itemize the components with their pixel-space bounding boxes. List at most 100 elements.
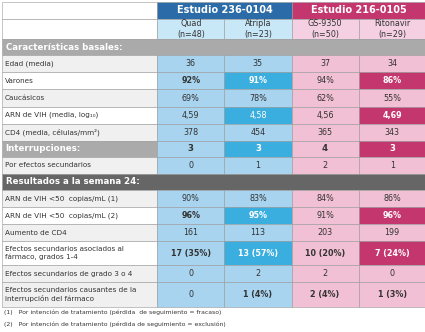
Text: 17 (35%): 17 (35%) bbox=[171, 249, 211, 258]
FancyBboxPatch shape bbox=[292, 224, 359, 241]
Text: 10 (20%): 10 (20%) bbox=[305, 249, 345, 258]
Text: 92%: 92% bbox=[181, 76, 201, 85]
FancyBboxPatch shape bbox=[292, 283, 359, 306]
Text: 0: 0 bbox=[188, 269, 193, 279]
FancyBboxPatch shape bbox=[224, 124, 292, 141]
FancyBboxPatch shape bbox=[157, 283, 224, 306]
FancyBboxPatch shape bbox=[157, 89, 224, 107]
Text: 34: 34 bbox=[387, 59, 397, 68]
Text: 161: 161 bbox=[183, 228, 198, 237]
FancyBboxPatch shape bbox=[224, 19, 292, 39]
Text: (1)   Por intención de tratamiento (pérdida  de seguimiento = fracaso): (1) Por intención de tratamiento (pérdid… bbox=[4, 310, 221, 315]
Text: 1 (3%): 1 (3%) bbox=[378, 290, 407, 299]
Text: 90%: 90% bbox=[182, 194, 200, 203]
FancyBboxPatch shape bbox=[292, 157, 359, 174]
Text: 4,59: 4,59 bbox=[182, 111, 200, 120]
Text: 35: 35 bbox=[253, 59, 263, 68]
Text: 199: 199 bbox=[385, 228, 400, 237]
FancyBboxPatch shape bbox=[292, 190, 359, 207]
FancyBboxPatch shape bbox=[224, 241, 292, 265]
FancyBboxPatch shape bbox=[292, 72, 359, 89]
Text: (2)   Por intención de tratamiento (pérdida de seguimiento = exclusión): (2) Por intención de tratamiento (pérdid… bbox=[4, 322, 226, 327]
FancyBboxPatch shape bbox=[224, 72, 292, 89]
Text: 83%: 83% bbox=[249, 194, 267, 203]
Text: 3: 3 bbox=[188, 144, 194, 153]
Text: ARN de VIH <50  copias/mL (1): ARN de VIH <50 copias/mL (1) bbox=[5, 195, 118, 202]
FancyBboxPatch shape bbox=[359, 19, 425, 39]
FancyBboxPatch shape bbox=[2, 107, 157, 124]
Text: Ritonavir
(n=29): Ritonavir (n=29) bbox=[374, 19, 411, 39]
Text: 96%: 96% bbox=[383, 211, 402, 220]
FancyBboxPatch shape bbox=[2, 174, 425, 190]
Text: Interrupciones:: Interrupciones: bbox=[6, 144, 81, 153]
FancyBboxPatch shape bbox=[292, 241, 359, 265]
Text: 4,58: 4,58 bbox=[249, 111, 267, 120]
Text: 91%: 91% bbox=[249, 76, 267, 85]
FancyBboxPatch shape bbox=[2, 124, 157, 141]
FancyBboxPatch shape bbox=[2, 19, 157, 39]
FancyBboxPatch shape bbox=[157, 265, 224, 283]
FancyBboxPatch shape bbox=[2, 72, 157, 89]
FancyBboxPatch shape bbox=[359, 72, 425, 89]
FancyBboxPatch shape bbox=[2, 265, 157, 283]
FancyBboxPatch shape bbox=[224, 89, 292, 107]
Text: Atripla
(n=23): Atripla (n=23) bbox=[244, 19, 272, 39]
Text: Características basales:: Características basales: bbox=[6, 43, 122, 52]
Text: 86%: 86% bbox=[382, 76, 402, 85]
Text: Efectos secundarios causantes de la
interrupción del fármaco: Efectos secundarios causantes de la inte… bbox=[5, 288, 136, 302]
Text: 2: 2 bbox=[323, 161, 328, 170]
FancyBboxPatch shape bbox=[224, 283, 292, 306]
FancyBboxPatch shape bbox=[359, 124, 425, 141]
FancyBboxPatch shape bbox=[359, 283, 425, 306]
FancyBboxPatch shape bbox=[359, 89, 425, 107]
FancyBboxPatch shape bbox=[224, 190, 292, 207]
FancyBboxPatch shape bbox=[2, 141, 157, 157]
FancyBboxPatch shape bbox=[157, 207, 224, 224]
FancyBboxPatch shape bbox=[359, 55, 425, 72]
Text: Edad (media): Edad (media) bbox=[5, 60, 53, 67]
FancyBboxPatch shape bbox=[292, 55, 359, 72]
Text: 3: 3 bbox=[389, 144, 395, 153]
Text: 4,69: 4,69 bbox=[382, 111, 402, 120]
Text: 2: 2 bbox=[255, 269, 261, 279]
FancyBboxPatch shape bbox=[224, 265, 292, 283]
FancyBboxPatch shape bbox=[292, 89, 359, 107]
FancyBboxPatch shape bbox=[224, 224, 292, 241]
Text: 7 (24%): 7 (24%) bbox=[375, 249, 410, 258]
Text: 3: 3 bbox=[255, 144, 261, 153]
FancyBboxPatch shape bbox=[224, 207, 292, 224]
Text: Aumento de CD4: Aumento de CD4 bbox=[5, 230, 66, 236]
FancyBboxPatch shape bbox=[157, 107, 224, 124]
FancyBboxPatch shape bbox=[359, 190, 425, 207]
FancyBboxPatch shape bbox=[292, 141, 359, 157]
Text: 0: 0 bbox=[188, 161, 193, 170]
FancyBboxPatch shape bbox=[2, 241, 157, 265]
Text: ARN de VIH (media, log₁₀): ARN de VIH (media, log₁₀) bbox=[5, 112, 98, 119]
Text: Estudio 216-0105: Estudio 216-0105 bbox=[311, 5, 407, 15]
FancyBboxPatch shape bbox=[2, 2, 157, 19]
Text: Efectos secundarios de grado 3 o 4: Efectos secundarios de grado 3 o 4 bbox=[5, 271, 132, 277]
Text: 86%: 86% bbox=[383, 194, 401, 203]
Text: 55%: 55% bbox=[383, 94, 401, 103]
Text: 37: 37 bbox=[320, 59, 330, 68]
Text: 62%: 62% bbox=[316, 94, 334, 103]
FancyBboxPatch shape bbox=[292, 2, 425, 19]
Text: Estudio 236-0104: Estudio 236-0104 bbox=[176, 5, 272, 15]
FancyBboxPatch shape bbox=[157, 55, 224, 72]
Text: 95%: 95% bbox=[249, 211, 267, 220]
FancyBboxPatch shape bbox=[224, 55, 292, 72]
FancyBboxPatch shape bbox=[359, 157, 425, 174]
FancyBboxPatch shape bbox=[157, 124, 224, 141]
Text: Por efectos secundarios: Por efectos secundarios bbox=[5, 162, 91, 168]
FancyBboxPatch shape bbox=[224, 141, 292, 157]
Text: 13 (57%): 13 (57%) bbox=[238, 249, 278, 258]
FancyBboxPatch shape bbox=[292, 265, 359, 283]
FancyBboxPatch shape bbox=[224, 107, 292, 124]
Text: 2: 2 bbox=[323, 269, 328, 279]
Text: GS-9350
(n=50): GS-9350 (n=50) bbox=[308, 19, 343, 39]
FancyBboxPatch shape bbox=[2, 89, 157, 107]
FancyBboxPatch shape bbox=[157, 2, 292, 19]
FancyBboxPatch shape bbox=[359, 207, 425, 224]
Text: 1 (4%): 1 (4%) bbox=[244, 290, 272, 299]
Text: 96%: 96% bbox=[181, 211, 200, 220]
